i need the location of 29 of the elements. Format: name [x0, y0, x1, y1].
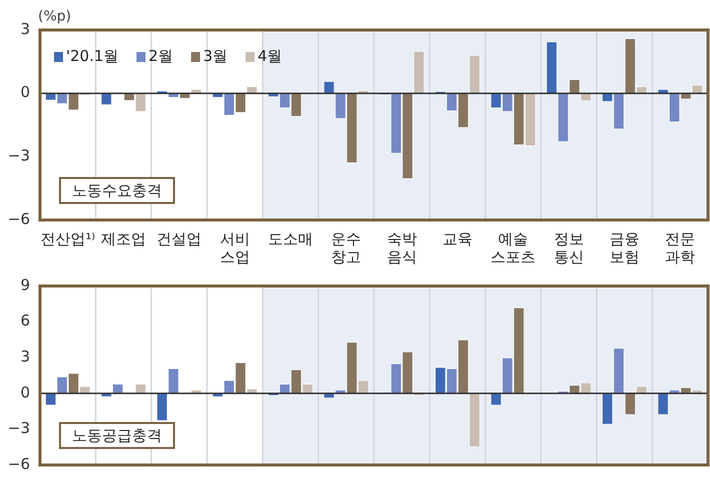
- y-tick-label: −6: [8, 454, 30, 473]
- y-tick-label: 3: [20, 20, 30, 38]
- legend-label: 3월: [203, 46, 228, 65]
- y-tick-label: 0: [20, 83, 30, 102]
- legend-label: '20.1월: [66, 46, 119, 65]
- x-tick-label: 건설업: [156, 230, 202, 248]
- y-tick-label: −3: [8, 419, 30, 438]
- y-tick-label: −3: [8, 146, 30, 165]
- x-tick-label: 교육: [442, 230, 472, 248]
- x-tick-label: 도소매: [268, 230, 313, 248]
- y-tick-label: 3: [20, 347, 30, 366]
- x-tick-label: 운수창고: [331, 230, 362, 266]
- y-tick-label: 9: [20, 276, 30, 294]
- y-axis-title: (%p): [38, 8, 72, 25]
- x-tick-label: 금융보험: [610, 230, 640, 266]
- x-tick-label: 전문과학: [665, 230, 696, 266]
- legend-label: 4월: [258, 46, 282, 65]
- x-tick-label: 숙박음식: [386, 230, 417, 266]
- annotation: 노동공급충격: [72, 426, 162, 444]
- legend-label: 2월: [148, 46, 174, 65]
- y-tick-label: −6: [8, 210, 30, 228]
- x-tick-label: 예술스포츠: [490, 230, 536, 266]
- annotation: 노동수요충격: [72, 181, 162, 200]
- x-tick-label: 서비스업: [220, 230, 250, 266]
- y-tick-label: 6: [20, 312, 30, 330]
- x-tick-label: 전산업¹⁾: [40, 230, 96, 248]
- y-tick-label: 0: [20, 383, 30, 402]
- x-tick-label: 제조업: [101, 230, 146, 248]
- x-tick-label: 정보통신: [554, 230, 584, 266]
